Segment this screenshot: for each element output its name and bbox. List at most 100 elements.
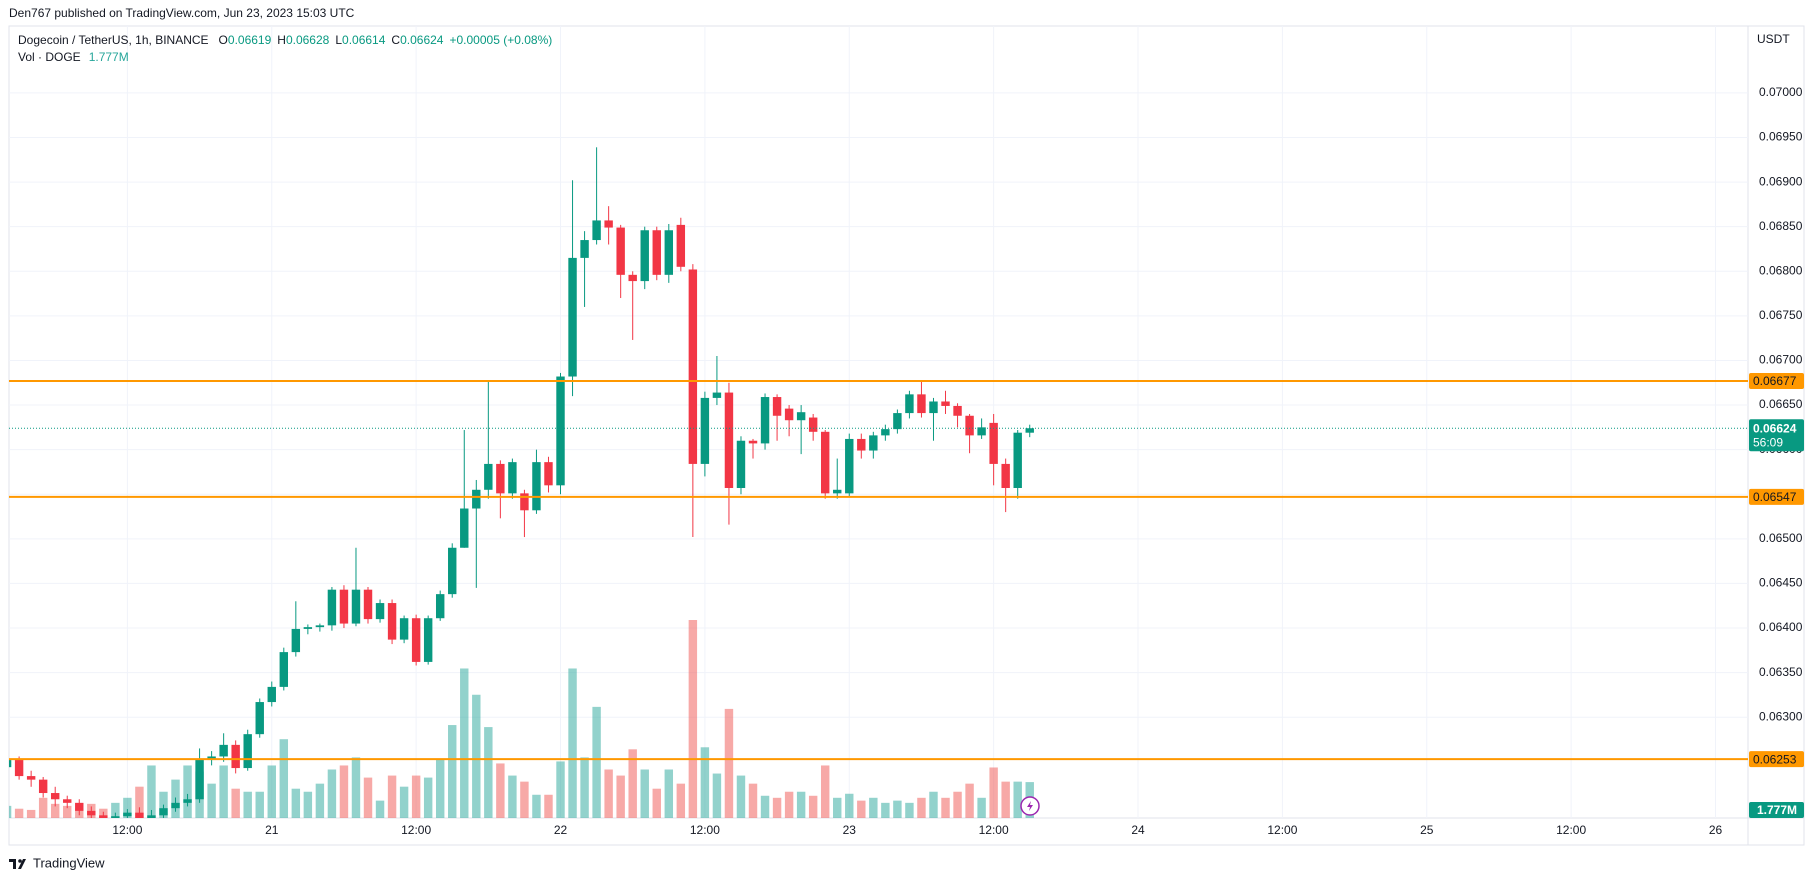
candle-body (724, 392, 734, 488)
volume-legend: Vol · DOGE 1.777M (18, 50, 129, 64)
volume-bar (363, 777, 373, 818)
brand: TradingView (33, 855, 105, 870)
volume-bar (38, 797, 48, 818)
volume-bar (219, 765, 228, 818)
volume-bar (255, 791, 264, 818)
volume-bar (26, 809, 36, 818)
volume-bar (772, 797, 782, 818)
volume-bar (953, 791, 962, 818)
y-tick-label: 0.06350 (1759, 665, 1803, 679)
alert-icon[interactable] (1020, 796, 1040, 816)
candle-body (267, 686, 276, 703)
candle-body (183, 799, 192, 803)
volume-bar (796, 791, 806, 818)
volume-bar (748, 783, 758, 818)
candle-body (989, 422, 998, 464)
level-label-bg (1749, 751, 1804, 768)
candle-body (255, 702, 264, 735)
candle-body (820, 431, 830, 494)
candle-body (219, 744, 228, 757)
volume-bar (279, 739, 289, 818)
candle-body (484, 463, 493, 490)
candle-body (231, 744, 240, 769)
candle-body (87, 810, 96, 816)
candle-body (676, 224, 686, 267)
volume-bar (123, 797, 132, 818)
candle-body (496, 463, 505, 494)
candle-body (941, 401, 950, 406)
volume-bar (592, 706, 601, 818)
chart-frame (8, 25, 1805, 846)
volume-bar (1013, 781, 1022, 818)
candle-body (760, 397, 770, 444)
candle-body (652, 230, 661, 275)
candle-body (544, 462, 553, 486)
volume-label: 1.777M (1757, 803, 1797, 817)
candle-body (351, 589, 361, 624)
ohlc-value: 0.06614 (342, 33, 386, 47)
candle-body (411, 618, 421, 662)
candle-body (869, 435, 878, 451)
volume-bar (423, 777, 433, 818)
candle-body (375, 603, 385, 620)
volume-bar (784, 791, 794, 818)
candle-body (845, 438, 854, 494)
ohlc-key: C (391, 33, 400, 47)
volume-bar (267, 765, 276, 818)
volume-bar (387, 775, 397, 818)
volume-bar (9, 805, 12, 818)
volume-bar (399, 786, 409, 818)
volume-bar (243, 791, 252, 818)
y-tick-label: 0.06750 (1759, 308, 1803, 322)
y-tick-label: 0.06850 (1759, 219, 1803, 233)
candle-body (772, 397, 782, 416)
candle-body (339, 589, 349, 624)
last-price-bg (1749, 419, 1804, 452)
candle-body (833, 489, 842, 494)
candle-body (243, 734, 252, 769)
candle-body (75, 802, 84, 811)
attribution: Den767 published on TradingView.com, Jun… (9, 6, 355, 20)
volume-bar (869, 797, 878, 818)
volume-bar (664, 769, 674, 818)
volume-bar (556, 761, 565, 818)
volume-bar (532, 794, 541, 818)
brand-logo (9, 859, 26, 869)
candle-body (917, 394, 926, 414)
candle-body (953, 405, 962, 416)
last-price-label: 0.06624 (1753, 421, 1797, 435)
volume-bar (544, 794, 553, 818)
volume-bar (1001, 781, 1010, 818)
candle-body (700, 397, 710, 464)
candle-body (448, 547, 457, 595)
volume-label-bg (1749, 802, 1804, 818)
y-tick-label: 0.06450 (1759, 576, 1803, 590)
volume-bar (111, 802, 120, 818)
y-tick-label: 0.06400 (1759, 620, 1803, 634)
y-tick-label: 0.06650 (1759, 397, 1803, 411)
volume-bar (820, 765, 830, 818)
level-label: 0.06253 (1753, 752, 1797, 766)
y-tick-label: 0.06800 (1759, 263, 1803, 277)
volume-bar (135, 786, 144, 818)
volume-bar (460, 668, 469, 818)
candle-body (808, 417, 818, 432)
x-tick-label: 12:00 (690, 823, 720, 837)
change: +0.00005 (+0.08%) (449, 33, 552, 47)
volume-bar (724, 708, 734, 818)
candle-body (580, 240, 589, 258)
candle-body (1013, 432, 1022, 488)
volume-bar (207, 783, 216, 818)
volume-bar (568, 668, 577, 818)
symbol-legend: Dogecoin / TetherUS, 1h, BINANCE O0.06619… (18, 33, 552, 47)
candle-body (38, 779, 48, 794)
volume-bar (833, 797, 842, 818)
volume-bar (628, 749, 637, 818)
candle-body (508, 462, 517, 494)
grid (9, 26, 1748, 818)
volume-bar (63, 805, 72, 818)
volume-bar (14, 808, 24, 818)
volume-bar (965, 783, 974, 818)
ohlc-key: O (219, 33, 228, 47)
volume-bar (760, 795, 770, 818)
